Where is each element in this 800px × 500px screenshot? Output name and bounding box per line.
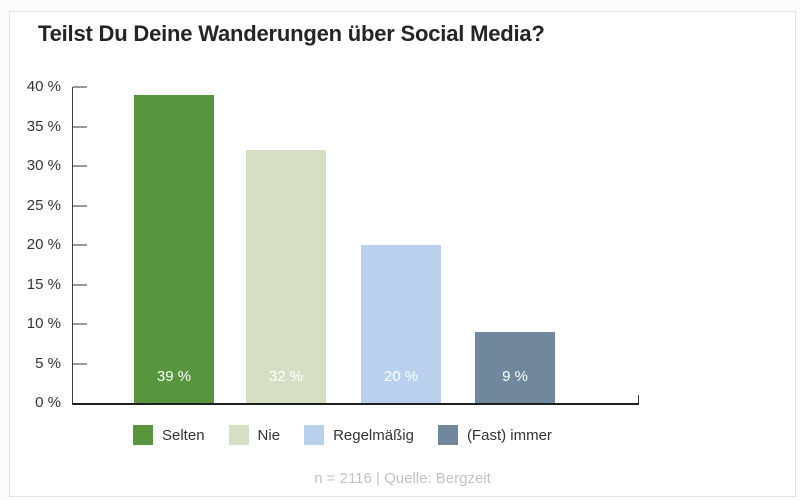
y-axis-label: 25 % bbox=[26, 196, 61, 214]
legend-item: Regelmäßig bbox=[304, 425, 414, 445]
legend-label: Nie bbox=[257, 426, 281, 444]
bar-regelm-ig: 20 % bbox=[361, 245, 441, 403]
legend-label: (Fast) immer bbox=[466, 426, 552, 444]
y-axis-label: 30 % bbox=[26, 157, 61, 174]
bar-value-label: 32 % bbox=[268, 368, 304, 385]
y-axis-tick bbox=[73, 244, 87, 246]
legend-swatch-icon bbox=[304, 425, 325, 445]
legend-swatch-icon bbox=[437, 425, 458, 445]
y-axis-label: 40 % bbox=[26, 78, 61, 95]
legend-label: Regelmäßig bbox=[333, 426, 414, 444]
bar-nie: 32 % bbox=[246, 150, 326, 403]
x-axis-end-tick bbox=[638, 395, 639, 403]
y-axis-tick bbox=[73, 86, 87, 88]
legend: Selten Nie Regelmäßig (Fast) immer bbox=[133, 425, 576, 445]
y-axis-tick bbox=[73, 283, 87, 286]
y-axis-label: 15 % bbox=[26, 275, 61, 293]
y-axis-label: 20 % bbox=[26, 236, 61, 253]
y-axis-tick bbox=[73, 125, 87, 128]
bar-value-label: 20 % bbox=[383, 368, 419, 385]
y-axis-label: 35 % bbox=[26, 117, 61, 135]
chart-card: Teilst Du Deine Wanderungen über Social … bbox=[9, 11, 796, 497]
legend-swatch-icon bbox=[228, 425, 249, 445]
legend-item: (Fast) immer bbox=[437, 425, 552, 445]
y-axis-tick bbox=[73, 204, 87, 207]
bar-fast-immer: 9 % bbox=[475, 331, 555, 403]
y-axis-label: 0 % bbox=[35, 394, 61, 411]
legend-label: Selten bbox=[162, 426, 205, 444]
legend-swatch-icon bbox=[133, 425, 153, 445]
y-axis-tick bbox=[73, 323, 87, 325]
source-note: n = 2116 | Quelle: Bergzeit bbox=[314, 470, 491, 487]
y-axis-tick bbox=[73, 165, 87, 167]
bar-value-label: 9 % bbox=[502, 368, 528, 385]
y-axis-label: 10 % bbox=[26, 315, 61, 332]
bar-selten: 39 % bbox=[134, 94, 214, 403]
bar-value-label: 39 % bbox=[156, 368, 192, 385]
plot-area: 39 % 32 % 20 % 9 % bbox=[72, 86, 639, 405]
legend-item: Selten bbox=[133, 425, 205, 445]
chart-title: Teilst Du Deine Wanderungen über Social … bbox=[38, 21, 545, 46]
legend-item: Nie bbox=[228, 425, 281, 445]
y-axis-label: 5 % bbox=[35, 354, 61, 372]
y-axis-tick bbox=[73, 362, 87, 365]
